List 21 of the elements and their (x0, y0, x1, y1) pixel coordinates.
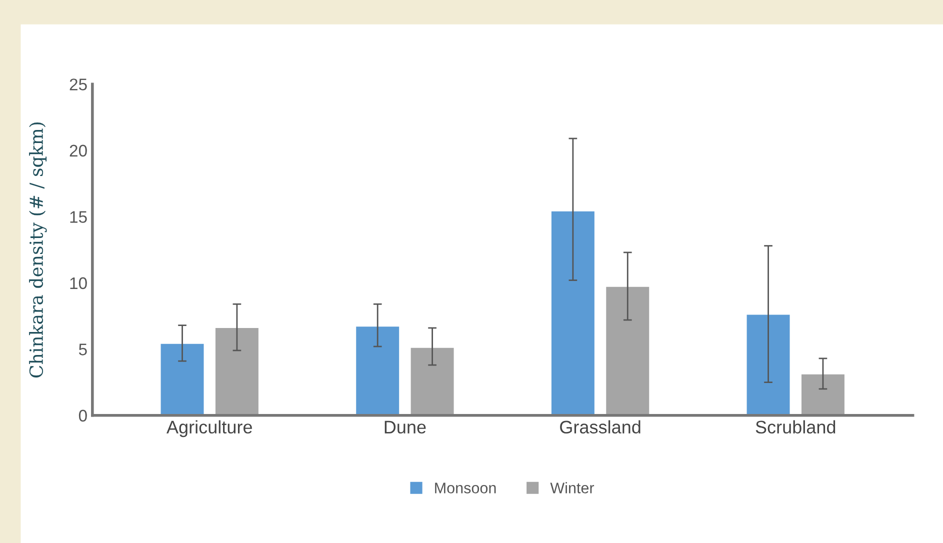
bar (160, 344, 204, 416)
y-tick-label: 25 (70, 78, 87, 90)
x-tick-label: Dune (384, 420, 426, 434)
x-tick-label: Agriculture (166, 420, 252, 438)
y-tick-label: 20 (70, 144, 87, 157)
x-tick-label: Grassland (560, 420, 640, 434)
legend-label: Winter (550, 482, 594, 494)
y-tick-label: 10 (70, 277, 87, 290)
bar (410, 348, 454, 416)
bar (606, 286, 650, 416)
y-tick-label: 0 (78, 410, 87, 422)
legend-label: Monsoon (435, 482, 496, 494)
bar (215, 328, 258, 416)
bar (746, 314, 790, 416)
bar (551, 211, 594, 416)
bar (356, 326, 400, 416)
x-tick-label: Scrubland (756, 420, 836, 434)
y-tick-label: 5 (78, 344, 87, 356)
y-axis-title: Chinkara density (# / sqkm) (29, 122, 47, 378)
y-tick-label: 15 (70, 211, 87, 223)
bar (801, 374, 844, 416)
